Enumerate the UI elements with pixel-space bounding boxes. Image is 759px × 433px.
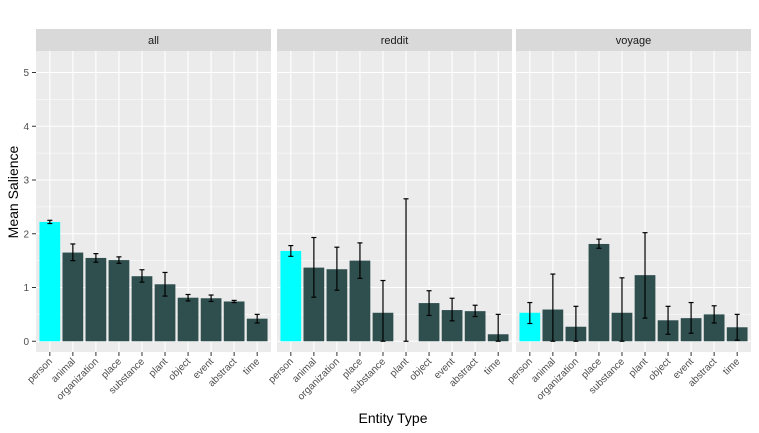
bar-all-place (108, 260, 130, 342)
x-axis-title: Entity Type (358, 410, 427, 426)
error-bar-voyage-place (596, 238, 602, 249)
facet-title: all (148, 35, 159, 47)
x-tick-label: time (241, 356, 262, 377)
error-bar-reddit-plant (403, 198, 409, 342)
error-bar-voyage-abstract (711, 305, 717, 324)
error-bar-all-organization (93, 253, 99, 263)
error-bar-voyage-animal (550, 273, 556, 342)
bar-all-animal (62, 252, 84, 342)
bar-reddit-event (441, 310, 463, 342)
bar-reddit-organization (326, 269, 348, 342)
error-bar-voyage-substance (619, 277, 625, 342)
y-tick-label: 0 (23, 337, 29, 348)
bar-all-organization (85, 257, 107, 342)
error-bar-all-abstract (231, 299, 237, 304)
error-bar-all-substance (139, 269, 145, 283)
x-tick-label: object (647, 356, 674, 383)
error-bar-voyage-person (527, 301, 533, 325)
bar-voyage-place (588, 243, 610, 342)
bar-reddit-place (349, 260, 371, 342)
error-bar-all-person (47, 219, 53, 225)
error-bar-all-plant (162, 271, 168, 297)
facet-strip (277, 29, 512, 51)
bar-reddit-animal (303, 267, 325, 342)
x-tick-label: time (482, 356, 503, 377)
bar-all-object (177, 297, 199, 342)
error-bar-reddit-object (426, 290, 432, 317)
y-tick-label: 5 (23, 68, 29, 79)
bar-reddit-person (280, 250, 302, 342)
error-bar-reddit-abstract (472, 304, 478, 318)
y-tick-label: 1 (23, 283, 29, 294)
error-bar-all-event (208, 294, 214, 303)
error-bar-reddit-organization (334, 246, 340, 291)
bar-all-person (39, 221, 61, 342)
error-bar-all-object (185, 293, 191, 302)
bar-reddit-abstract (464, 311, 486, 342)
error-bar-voyage-organization (573, 305, 579, 342)
bar-all-time (246, 318, 268, 342)
error-bar-voyage-time (734, 313, 740, 341)
error-bar-voyage-plant (642, 232, 648, 319)
panel-reddit: redditpersonanimalorganizationplacesubst… (267, 29, 512, 403)
error-bar-voyage-event (688, 301, 694, 334)
y-tick-label: 3 (23, 176, 29, 187)
error-bar-reddit-animal (311, 236, 317, 298)
error-bar-all-place (116, 256, 122, 264)
error-bar-all-animal (70, 243, 76, 262)
y-axis-title: Mean Salience (5, 145, 21, 238)
x-tick-label: person (506, 356, 535, 385)
x-tick-label: object (167, 356, 194, 383)
x-tick-label: person (267, 356, 296, 385)
panel-voyage: voyagepersonanimalorganizationplacesubst… (506, 29, 751, 403)
y-tick-label: 4 (23, 122, 29, 133)
x-tick-label: person (26, 356, 55, 385)
facet-title: reddit (381, 35, 409, 47)
error-bar-all-time (254, 313, 260, 324)
bar-all-abstract (223, 301, 245, 342)
bar-voyage-person (519, 312, 541, 342)
error-bar-voyage-object (665, 305, 671, 335)
error-bar-reddit-event (449, 297, 455, 322)
facet-strip (36, 29, 271, 51)
error-bar-reddit-time (495, 313, 501, 342)
error-bar-reddit-person (288, 244, 294, 257)
bar-all-event (200, 298, 222, 342)
bar-reddit-object (418, 303, 440, 342)
panel-all: allpersonanimalorganizationplacesubstanc… (26, 29, 271, 403)
bar-all-substance (131, 276, 153, 342)
error-bar-reddit-substance (380, 279, 386, 342)
facet-title: voyage (616, 35, 651, 47)
plot-background (516, 51, 751, 352)
bar-all-plant (154, 284, 176, 342)
facet-strip (516, 29, 751, 51)
bar-voyage-abstract (703, 314, 725, 342)
x-tick-label: time (721, 356, 742, 377)
error-bar-reddit-place (357, 242, 363, 279)
y-tick-label: 2 (23, 229, 29, 240)
x-tick-label: object (408, 356, 435, 383)
